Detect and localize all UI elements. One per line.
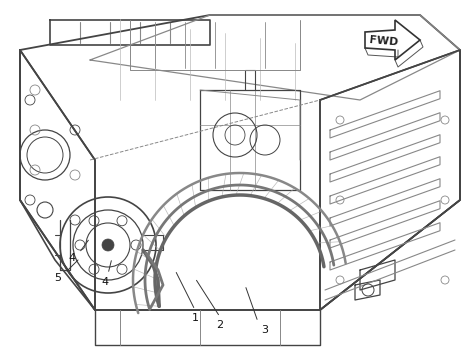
Text: 4: 4 bbox=[101, 277, 109, 287]
Text: 1: 1 bbox=[191, 313, 199, 323]
Circle shape bbox=[102, 239, 114, 251]
Text: 4: 4 bbox=[68, 253, 75, 263]
Text: FWD: FWD bbox=[369, 35, 399, 47]
Text: 2: 2 bbox=[217, 320, 224, 330]
Text: 5: 5 bbox=[55, 273, 62, 283]
Text: 3: 3 bbox=[262, 325, 268, 335]
